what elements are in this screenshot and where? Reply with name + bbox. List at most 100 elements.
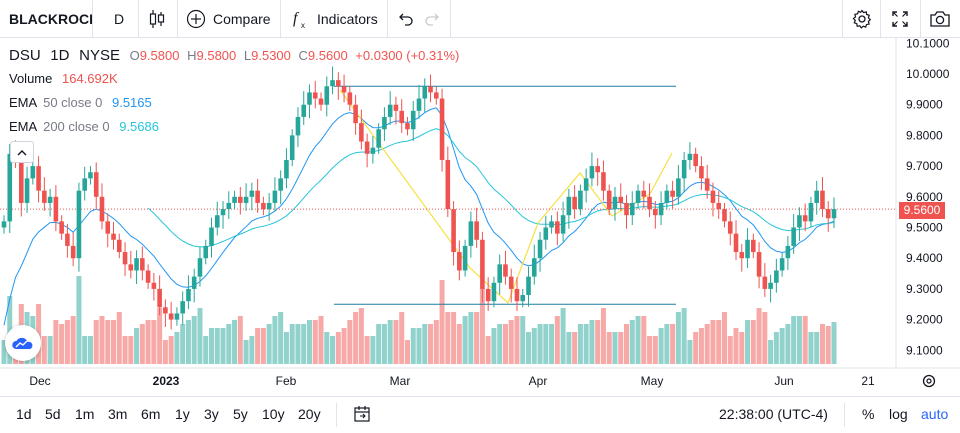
volume-bar (174, 332, 180, 364)
candle-body (808, 202, 814, 222)
volume-bar (410, 328, 416, 364)
goto-date-button[interactable] (353, 405, 371, 428)
candle-body (641, 190, 647, 197)
range-20y[interactable]: 20y (298, 406, 321, 422)
volume-value: 164.692K (62, 71, 118, 86)
volume-bar (537, 324, 543, 364)
interval-button[interactable]: D (114, 0, 124, 38)
volume-bar (468, 312, 474, 364)
range-6m[interactable]: 6m (141, 406, 161, 422)
candle-body (774, 270, 779, 283)
volume-bar (577, 324, 583, 364)
volume-bar (808, 332, 814, 364)
candle-body (618, 196, 624, 203)
volume-bar (255, 328, 261, 364)
chart-style-button[interactable] (148, 0, 166, 38)
fullscreen-button[interactable] (891, 0, 909, 38)
legend-close-value: 9.5600 (307, 48, 348, 63)
log-toggle[interactable]: log (889, 406, 908, 422)
candle-body (93, 172, 99, 197)
candle-body (693, 153, 698, 167)
chart-grid (0, 38, 960, 369)
volume-bar (393, 320, 399, 364)
volume-bar (404, 340, 410, 364)
time-axis-gear-hub (926, 378, 932, 384)
volume-bar (203, 336, 209, 364)
volume-bar (295, 324, 301, 364)
range-1d[interactable]: 1d (16, 406, 32, 422)
candle-body (779, 258, 785, 271)
toolbar-divider (92, 0, 93, 38)
volume-bar (376, 324, 382, 364)
range-1m[interactable]: 1m (75, 406, 95, 422)
range-5d[interactable]: 5d (45, 406, 61, 422)
price-tick-label: 9.6000 (906, 190, 943, 204)
percent-toggle[interactable]: % (862, 406, 875, 422)
candle-body (186, 288, 191, 302)
range-10y[interactable]: 10y (262, 406, 285, 422)
ema200-legend: EMA 200 close 0 9.5686 (9, 119, 159, 134)
tradingview-logo[interactable] (5, 325, 41, 361)
volume-bar (151, 320, 157, 364)
candle-body (65, 233, 70, 246)
candle-body (762, 276, 768, 289)
candle-body (168, 313, 174, 320)
volume-bar (456, 324, 462, 364)
redo-button[interactable] (424, 0, 442, 38)
volume-bar (451, 312, 457, 364)
price-tick-label: 9.4000 (906, 251, 943, 265)
symbol-search-button[interactable]: BLACKROCI (9, 0, 93, 38)
price-chart[interactable]: 10.100010.00009.90009.80009.70009.60009.… (0, 36, 960, 388)
candle-body (88, 172, 93, 179)
range-3y[interactable]: 3y (204, 406, 219, 422)
volume-bar (220, 328, 226, 364)
legend-collapse-button[interactable] (10, 141, 34, 163)
volume-bar (116, 312, 122, 364)
candle-body (687, 153, 693, 160)
price-tick-label: 9.8000 (906, 128, 943, 142)
candle-body (128, 264, 134, 271)
candle-body (716, 202, 722, 210)
timezone-time[interactable]: 22:38:00 (UTC-4) (719, 406, 828, 422)
settings-button[interactable] (852, 0, 872, 38)
candle-body (474, 221, 479, 240)
candle-body (595, 166, 600, 173)
svg-text:f: f (293, 10, 300, 27)
auto-toggle[interactable]: auto (921, 406, 949, 422)
bottom-border (0, 396, 960, 397)
range-1y[interactable]: 1y (175, 406, 190, 422)
compare-button[interactable]: Compare (186, 0, 271, 38)
volume-bar (433, 320, 439, 364)
candle-body (704, 178, 710, 191)
range-3m[interactable]: 3m (108, 406, 128, 422)
ema50-line (3, 107, 835, 326)
ema50-params: 50 close 0 (43, 95, 103, 110)
volume-bar (520, 316, 526, 364)
screenshot-button[interactable] (929, 0, 951, 38)
volume-bar (111, 320, 117, 364)
volume-bar (128, 336, 134, 364)
volume-bar (768, 340, 774, 364)
volume-bar (439, 280, 445, 364)
legend-close-label: C (298, 48, 308, 63)
candle-body (814, 190, 820, 203)
volume-bar (237, 316, 243, 364)
candle-body (151, 282, 157, 289)
volume-bar (162, 340, 168, 364)
candle-body (359, 123, 364, 142)
candle-body (676, 178, 681, 197)
legend-exchange: NYSE (79, 47, 120, 64)
time-axis-gear-icon (922, 374, 936, 388)
undo-button[interactable] (396, 0, 414, 38)
candle-body (82, 178, 87, 191)
volume-bar (358, 308, 364, 364)
volume-bar (652, 336, 658, 364)
volume-bar (745, 320, 751, 364)
candle-body (307, 92, 312, 105)
volume-bar (566, 332, 572, 364)
volume-bar (825, 326, 831, 364)
range-5y[interactable]: 5y (233, 406, 248, 422)
indicators-button[interactable]: f x Indicators (292, 0, 378, 38)
candle-body (825, 209, 831, 219)
ema50-label: EMA (9, 95, 37, 110)
